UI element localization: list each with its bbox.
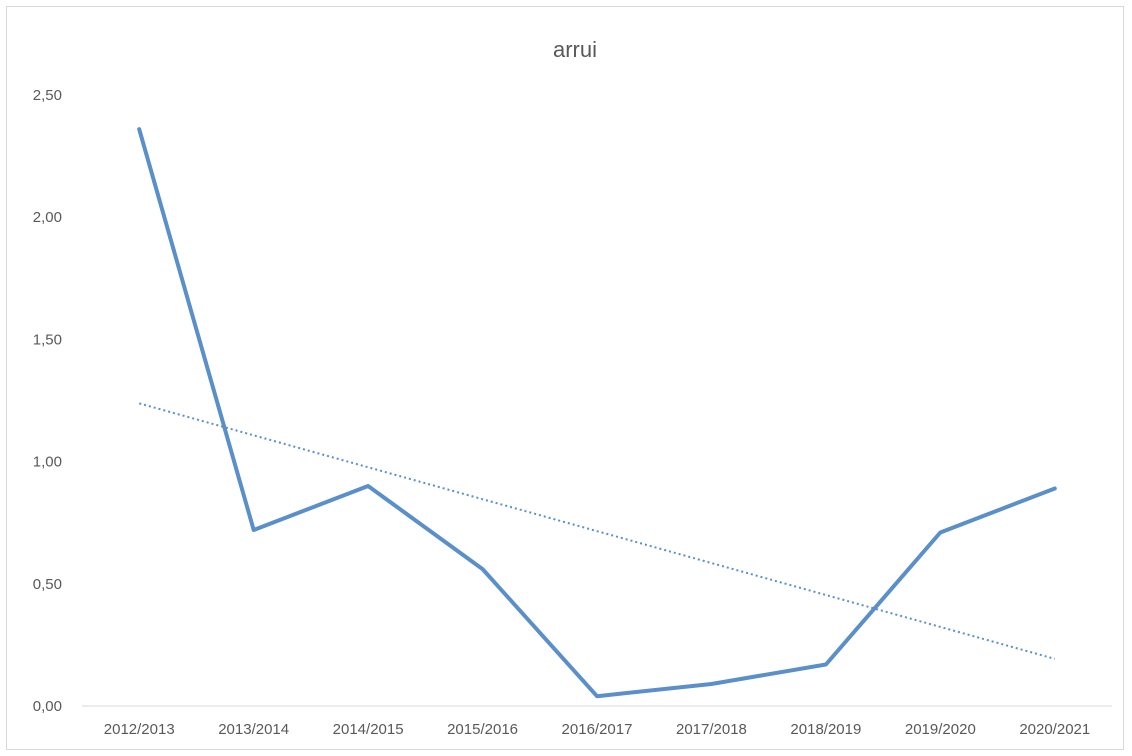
x-tick-label: 2014/2015 xyxy=(333,721,404,738)
x-tick-label: 2019/2020 xyxy=(905,721,976,738)
x-tick-label: 2018/2019 xyxy=(790,721,861,738)
y-tick-label: 0,50 xyxy=(33,576,62,593)
x-tick-label: 2012/2013 xyxy=(104,721,175,738)
trendline xyxy=(138,402,1056,660)
x-tick-label: 2020/2021 xyxy=(1019,721,1090,738)
chart-frame xyxy=(6,6,1124,750)
y-axis-tick-labels: 0,00 0,50 1,00 1,50 2,00 2,50 xyxy=(33,87,62,715)
x-tick-label: 2013/2014 xyxy=(218,721,289,738)
y-tick-label: 1,50 xyxy=(33,331,62,348)
x-axis-tick-labels: 2012/2013 2013/2014 2014/2015 2015/2016 2016… xyxy=(104,721,1090,738)
x-tick-label: 2017/2018 xyxy=(676,721,747,738)
y-tick-label: 1,00 xyxy=(33,454,62,471)
chart-title: arrui xyxy=(553,37,597,62)
y-tick-label: 0,00 xyxy=(33,698,62,715)
y-tick-label: 2,50 xyxy=(33,87,62,104)
x-tick-label: 2015/2016 xyxy=(447,721,518,738)
series-line xyxy=(137,127,1057,699)
y-tick-label: 2,00 xyxy=(33,209,62,226)
x-tick-label: 2016/2017 xyxy=(562,721,633,738)
